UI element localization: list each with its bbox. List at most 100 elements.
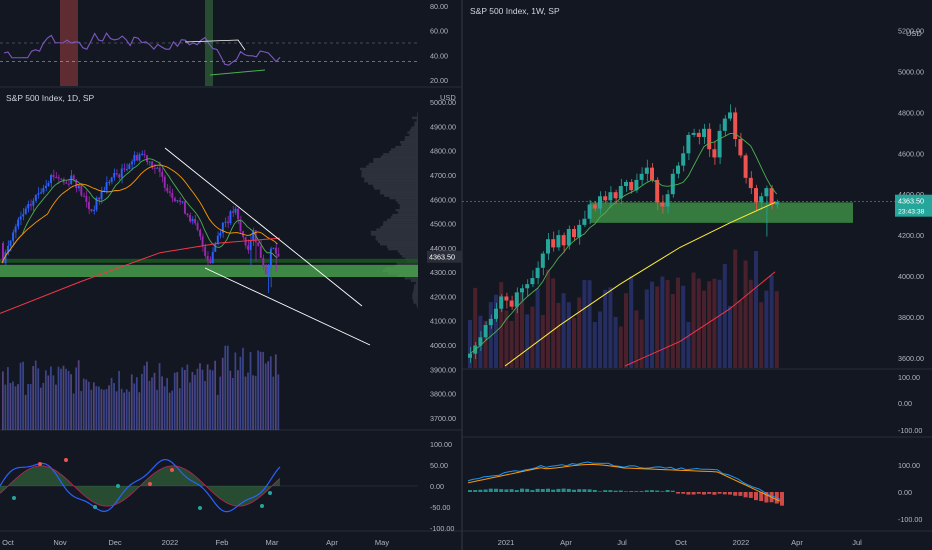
volume-profile-bar (380, 189, 418, 192)
weekly-candle (504, 296, 509, 301)
left-price-axis-label: 4000.00 (430, 341, 456, 350)
right-volume-bar (546, 269, 550, 368)
daily-candle (262, 258, 265, 267)
volume-profile-bar (383, 153, 418, 156)
right-volume-bar (468, 319, 472, 368)
volume-profile-bar (404, 138, 418, 141)
left-volume-bar (14, 386, 17, 430)
left-price-axis-label: 3900.00 (430, 365, 456, 374)
daily-candle (231, 211, 234, 213)
right-volume-bar (639, 319, 644, 368)
left-volume-bar (2, 371, 4, 430)
left-unit-label: USD (440, 93, 456, 102)
volume-profile-bar (412, 294, 418, 297)
right-osc1-axis-label: 0.00 (898, 399, 912, 408)
daily-candle (199, 229, 202, 237)
left-osc-signal-dot (93, 505, 97, 509)
volume-profile-bar (396, 262, 418, 265)
macd-histogram-bar (473, 490, 478, 492)
left-price-axis-label: 4400.00 (430, 244, 456, 253)
left-volume-bar (100, 389, 103, 430)
daily-candle (77, 185, 80, 189)
left-price-axis-label: 4600.00 (430, 195, 456, 204)
right-volume-bar (754, 250, 758, 368)
left-volume-bar (259, 351, 262, 430)
weekly-candle (551, 239, 556, 248)
volume-profile-bar (361, 175, 418, 178)
daily-candle (72, 175, 75, 180)
left-osc-axis-label: -100.00 (430, 524, 454, 533)
macd-line (467, 461, 781, 500)
daily-candle (257, 242, 260, 247)
macd-histogram-bar (525, 488, 530, 492)
daily-candle (234, 208, 237, 213)
right-osc1-axis-label: 100.00 (898, 373, 920, 382)
volume-profile-bar (404, 277, 418, 280)
right-volume-bar (551, 278, 556, 368)
macd-histogram-bar (572, 489, 576, 492)
right-osc2-axis-label: 100.00 (898, 461, 920, 470)
right-volume-bar (556, 302, 561, 368)
left-osc-line-slow (0, 465, 281, 507)
daily-candle (166, 187, 169, 192)
left-osc-signal-dot (38, 462, 42, 466)
weekly-candle (540, 253, 545, 268)
daily-candle (216, 235, 219, 244)
text-layer: S&P 500 Index, 1D, SP S&P 500 Index, 1W,… (6, 6, 560, 103)
left-volume-bar (158, 363, 161, 430)
right-volume-bar (613, 316, 618, 368)
daily-candle (108, 181, 111, 183)
left-volume-bar (146, 361, 148, 430)
daily-candle (80, 185, 83, 196)
daily-candle (161, 171, 164, 177)
volume-profile-bar (380, 155, 418, 158)
volume-profile-bar (414, 124, 418, 127)
volume-profile-bar (361, 172, 418, 175)
volume-profile-bar (414, 284, 418, 287)
right-volume-bar (670, 294, 675, 368)
left-volume-bar (267, 361, 270, 430)
right-chart-pane[interactable]: 5200.005000.004800.004600.004400.004200.… (462, 27, 932, 547)
daily-candle (37, 193, 40, 195)
left-osc-signal-dot (12, 496, 16, 500)
daily-candle (209, 260, 212, 264)
volume-profile-bar (399, 204, 418, 207)
daily-candle (19, 216, 22, 220)
left-volume-bar (138, 392, 141, 430)
macd-histogram-bar (707, 492, 712, 494)
macd-histogram-bar (722, 492, 727, 495)
right-volume-bar (712, 278, 717, 368)
right-volume-bar (702, 290, 706, 368)
daily-candle (237, 208, 239, 220)
macd-histogram-bar (514, 490, 519, 492)
volume-profile-bar (377, 240, 418, 243)
left-volume-bar (75, 367, 78, 430)
weekly-candle (696, 132, 701, 137)
right-volume-bar (509, 320, 514, 368)
weekly-candle (676, 165, 680, 174)
left-volume-bar (60, 368, 62, 430)
daily-candle (57, 177, 60, 179)
left-volume-bar (52, 375, 55, 430)
macd-histogram-bar (629, 491, 634, 492)
rsi-axis-label: 40.00 (430, 51, 448, 60)
daily-candle (189, 215, 191, 222)
weekly-candle (634, 179, 639, 191)
daily-candle (186, 213, 189, 216)
left-volume-bar (181, 367, 184, 430)
weekly-candle (546, 239, 550, 254)
left-volume-bar (118, 370, 120, 430)
volume-profile-bar (399, 252, 418, 256)
left-volume-bar (67, 370, 70, 430)
volume-profile-bar (386, 245, 418, 248)
left-volume-bar (98, 386, 100, 430)
rsi-support-line (209, 69, 266, 76)
daily-candle (47, 183, 50, 186)
weekly-candle (644, 167, 649, 174)
weekly-candle (608, 192, 613, 201)
daily-candle (90, 209, 93, 212)
macd-histogram-bar (478, 489, 483, 492)
daily-candle (171, 192, 174, 199)
weekly-candle (712, 149, 717, 158)
